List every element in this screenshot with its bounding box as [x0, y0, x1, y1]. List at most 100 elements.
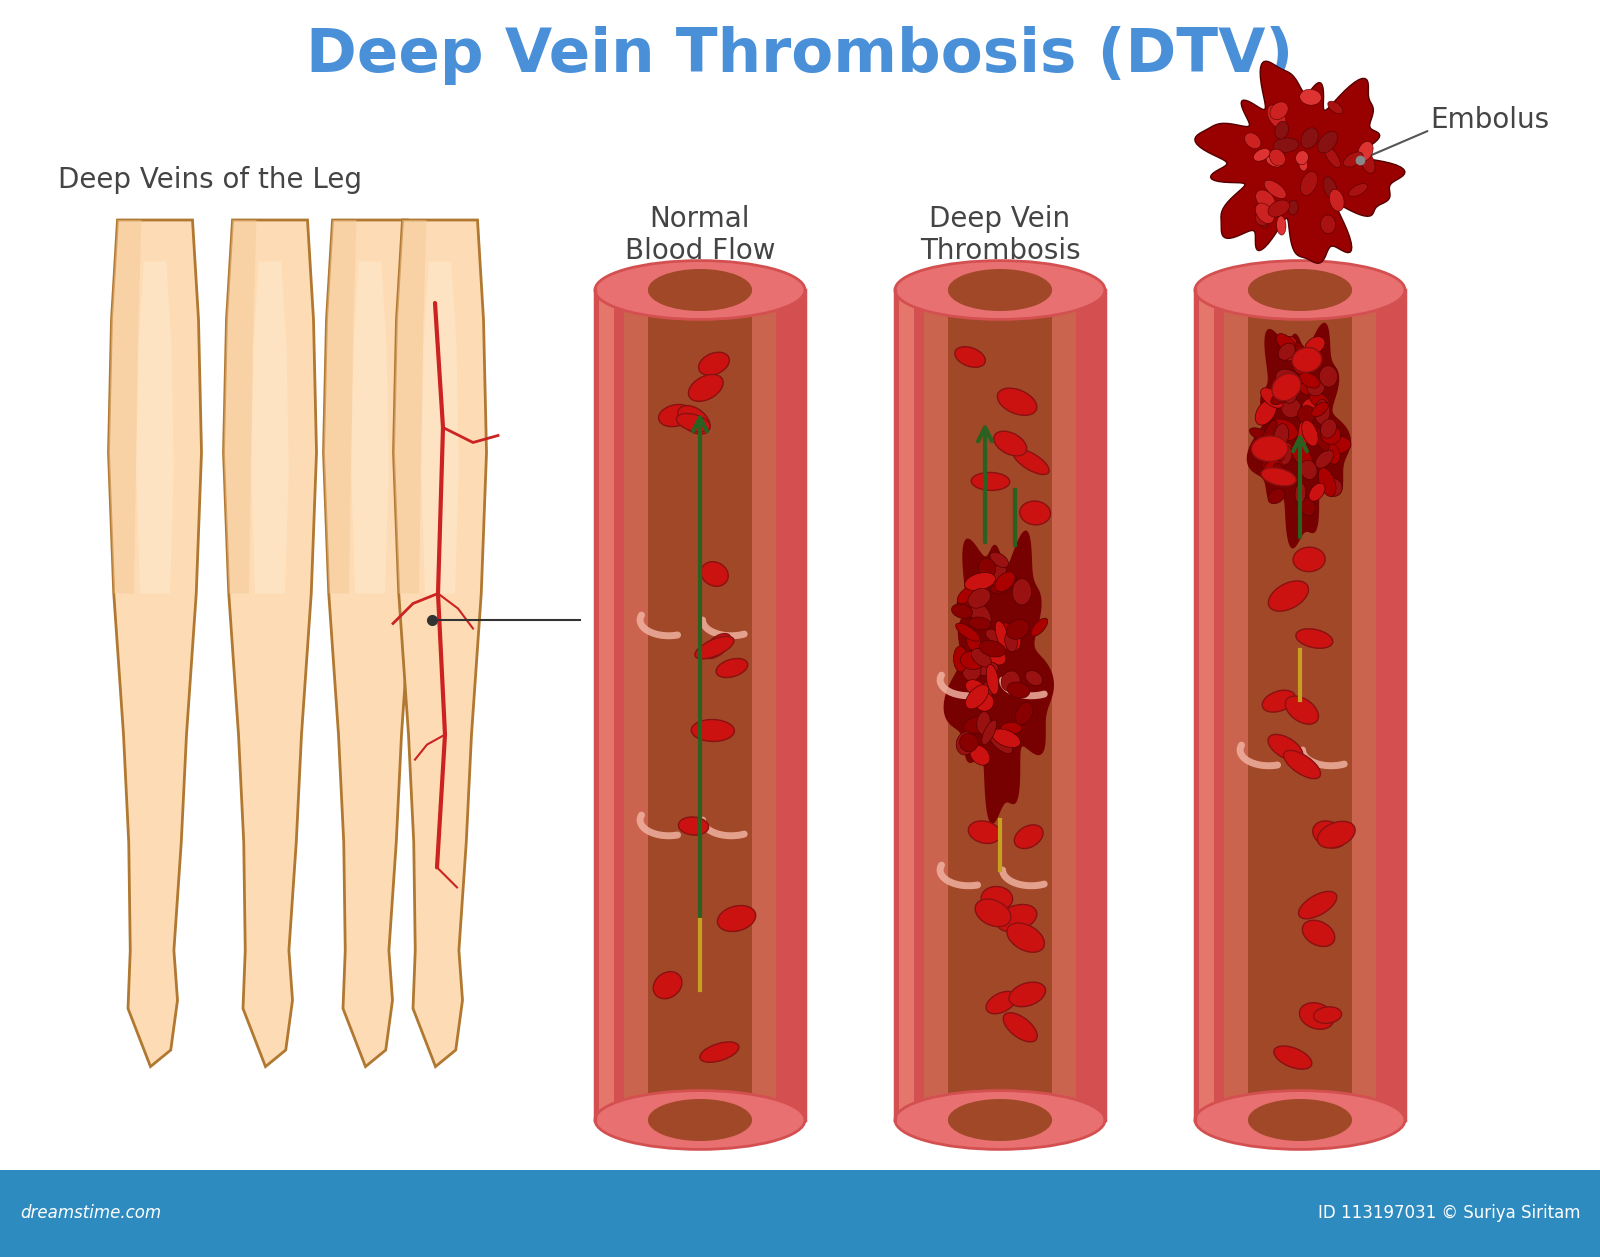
Ellipse shape — [1349, 184, 1368, 196]
Ellipse shape — [1320, 424, 1341, 445]
Text: Embolus: Embolus — [1430, 106, 1549, 134]
Ellipse shape — [1312, 821, 1346, 848]
Ellipse shape — [995, 621, 1010, 650]
Ellipse shape — [979, 641, 1005, 657]
Ellipse shape — [1302, 420, 1318, 446]
Ellipse shape — [648, 1099, 752, 1141]
Ellipse shape — [1264, 180, 1286, 199]
Ellipse shape — [1275, 370, 1301, 391]
Ellipse shape — [1291, 445, 1312, 468]
Ellipse shape — [1269, 419, 1298, 440]
Ellipse shape — [1299, 89, 1322, 106]
Bar — [598, 290, 614, 1120]
Ellipse shape — [994, 431, 1027, 456]
Ellipse shape — [1006, 620, 1029, 640]
Ellipse shape — [678, 817, 709, 835]
Ellipse shape — [965, 572, 995, 591]
Ellipse shape — [1325, 444, 1339, 464]
Ellipse shape — [1278, 380, 1298, 403]
Ellipse shape — [981, 886, 1013, 910]
Ellipse shape — [648, 269, 752, 310]
Text: dreamstime.com: dreamstime.com — [19, 1204, 162, 1222]
Polygon shape — [323, 220, 416, 1067]
Ellipse shape — [1253, 148, 1270, 161]
Ellipse shape — [974, 899, 1011, 926]
Ellipse shape — [1002, 671, 1021, 691]
Ellipse shape — [1006, 923, 1045, 953]
Ellipse shape — [1269, 150, 1285, 166]
Ellipse shape — [1280, 337, 1298, 361]
Bar — [776, 290, 805, 1120]
Bar — [1376, 290, 1405, 1120]
Ellipse shape — [998, 623, 1021, 639]
Ellipse shape — [965, 680, 986, 696]
Ellipse shape — [1000, 723, 1022, 734]
Ellipse shape — [1309, 483, 1325, 502]
Bar — [648, 290, 752, 1120]
Ellipse shape — [1274, 424, 1288, 449]
Ellipse shape — [965, 685, 989, 709]
Ellipse shape — [699, 352, 730, 376]
Ellipse shape — [1266, 156, 1283, 167]
Ellipse shape — [1298, 417, 1309, 449]
Ellipse shape — [986, 628, 1003, 644]
Ellipse shape — [984, 644, 1006, 665]
Ellipse shape — [970, 602, 990, 627]
Ellipse shape — [947, 269, 1053, 310]
Ellipse shape — [1312, 402, 1328, 417]
Bar — [1248, 290, 1352, 1120]
Ellipse shape — [1275, 445, 1293, 465]
Ellipse shape — [1267, 489, 1285, 504]
Ellipse shape — [1299, 372, 1320, 388]
Ellipse shape — [957, 732, 974, 755]
Ellipse shape — [1296, 628, 1333, 649]
Ellipse shape — [1269, 581, 1309, 611]
Ellipse shape — [976, 711, 990, 734]
Ellipse shape — [1299, 157, 1307, 171]
Ellipse shape — [1301, 398, 1322, 419]
Text: Deep Veins of the Leg: Deep Veins of the Leg — [58, 166, 362, 194]
Ellipse shape — [1299, 380, 1323, 395]
Ellipse shape — [986, 665, 998, 695]
Ellipse shape — [1301, 460, 1317, 479]
Ellipse shape — [1293, 547, 1325, 572]
Ellipse shape — [1325, 146, 1341, 167]
Ellipse shape — [688, 375, 723, 401]
Ellipse shape — [968, 588, 990, 608]
Ellipse shape — [960, 651, 986, 670]
Polygon shape — [1246, 323, 1350, 548]
Ellipse shape — [659, 405, 693, 426]
Ellipse shape — [1317, 821, 1355, 848]
Ellipse shape — [1299, 891, 1336, 919]
Ellipse shape — [1294, 483, 1306, 504]
Ellipse shape — [1003, 1013, 1037, 1042]
Ellipse shape — [1262, 420, 1277, 446]
Bar — [752, 290, 776, 1120]
Ellipse shape — [1315, 450, 1334, 469]
Ellipse shape — [1358, 141, 1373, 161]
Ellipse shape — [1301, 128, 1318, 148]
Ellipse shape — [963, 715, 992, 734]
Ellipse shape — [1302, 920, 1334, 947]
Ellipse shape — [952, 603, 973, 618]
Ellipse shape — [1026, 670, 1043, 685]
Bar — [1198, 290, 1214, 1120]
Ellipse shape — [1245, 133, 1261, 148]
Polygon shape — [109, 220, 141, 593]
Polygon shape — [394, 220, 427, 593]
Ellipse shape — [990, 552, 1008, 567]
Ellipse shape — [1277, 216, 1286, 235]
Polygon shape — [352, 261, 389, 593]
Text: Deep Vein Thrombosis (DTV): Deep Vein Thrombosis (DTV) — [306, 25, 1294, 84]
Ellipse shape — [1293, 360, 1309, 376]
Ellipse shape — [1010, 982, 1045, 1007]
Ellipse shape — [894, 260, 1106, 319]
Ellipse shape — [1309, 392, 1330, 409]
Ellipse shape — [1314, 1007, 1342, 1023]
Polygon shape — [323, 220, 357, 593]
Polygon shape — [109, 220, 202, 1067]
Ellipse shape — [1256, 204, 1274, 224]
Ellipse shape — [1272, 373, 1301, 401]
Polygon shape — [224, 220, 256, 593]
Ellipse shape — [1195, 260, 1405, 319]
